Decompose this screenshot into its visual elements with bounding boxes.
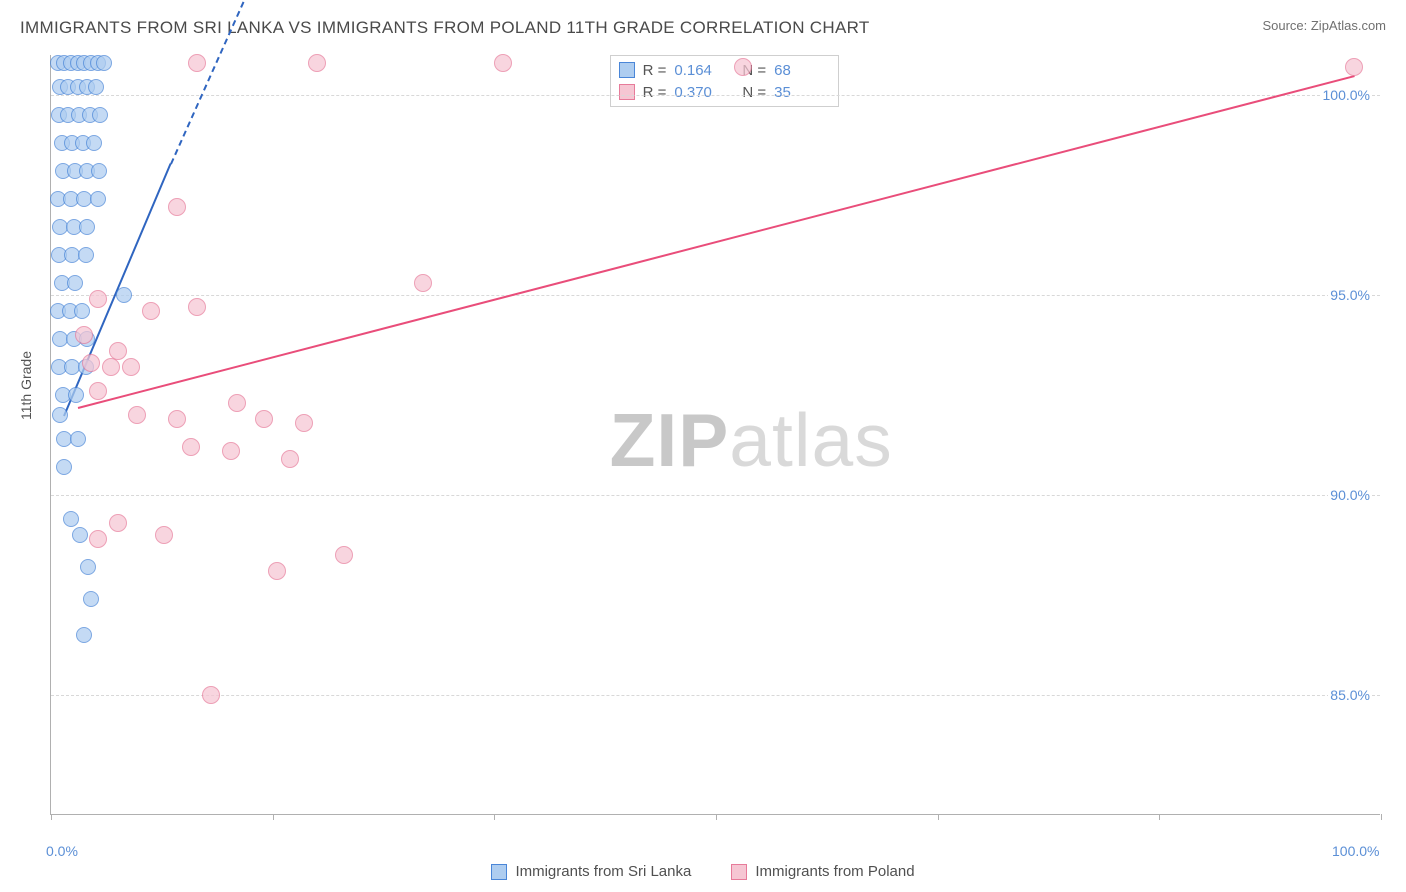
data-point [86, 135, 102, 151]
data-point [281, 450, 299, 468]
data-point [72, 527, 88, 543]
data-point [56, 459, 72, 475]
data-point [268, 562, 286, 580]
swatch-icon [619, 62, 635, 78]
chart-title: IMMIGRANTS FROM SRI LANKA VS IMMIGRANTS … [20, 18, 870, 38]
data-point [128, 406, 146, 424]
n-value: 68 [774, 62, 826, 79]
data-point [222, 442, 240, 460]
data-point [67, 275, 83, 291]
data-point [80, 559, 96, 575]
data-point [335, 546, 353, 564]
data-point [308, 54, 326, 72]
data-point [76, 627, 92, 643]
r-value: 0.370 [674, 84, 726, 101]
swatch-icon [731, 864, 747, 880]
y-tick-label: 95.0% [1328, 287, 1372, 303]
data-point [142, 302, 160, 320]
data-point [116, 287, 132, 303]
data-point [168, 410, 186, 428]
source-label: Source: ZipAtlas.com [1262, 18, 1386, 33]
data-point [734, 58, 752, 76]
y-axis-label: 11th Grade [18, 351, 34, 420]
n-value: 35 [774, 84, 826, 101]
data-point [228, 394, 246, 412]
x-axis-max-label: 100.0% [1332, 843, 1379, 859]
r-label: R = [643, 62, 667, 79]
data-point [295, 414, 313, 432]
correlation-legend: R = 0.164 N = 68 R = 0.370 N = 35 [610, 55, 840, 107]
x-axis-min-label: 0.0% [46, 843, 78, 859]
data-point [414, 274, 432, 292]
swatch-icon [491, 864, 507, 880]
data-point [63, 511, 79, 527]
legend-item-srilanka: Immigrants from Sri Lanka [491, 863, 691, 880]
data-point [89, 290, 107, 308]
data-point [78, 247, 94, 263]
data-point [188, 298, 206, 316]
data-point [90, 191, 106, 207]
data-point [89, 382, 107, 400]
legend-row: R =0.164N =68 [619, 59, 827, 81]
data-point [74, 303, 90, 319]
data-point [494, 54, 512, 72]
data-point [168, 198, 186, 216]
data-point [188, 54, 206, 72]
x-tick [494, 814, 495, 820]
x-tick [938, 814, 939, 820]
chart-plot-area: ZIPatlas R = 0.164 N = 68 R = 0.370 N = 35 85.0… [50, 55, 1380, 815]
x-tick [273, 814, 274, 820]
x-tick [51, 814, 52, 820]
watermark-bold: ZIP [610, 398, 730, 482]
data-point [70, 431, 86, 447]
y-tick-label: 90.0% [1328, 487, 1372, 503]
data-point [102, 358, 120, 376]
legend-label: Immigrants from Sri Lanka [515, 863, 691, 880]
trend-line [77, 75, 1354, 409]
data-point [79, 219, 95, 235]
gridline [51, 495, 1380, 496]
gridline [51, 695, 1380, 696]
data-point [109, 514, 127, 532]
data-point [92, 107, 108, 123]
n-label: N = [742, 84, 766, 101]
data-point [255, 410, 273, 428]
y-tick-label: 85.0% [1328, 687, 1372, 703]
r-label: R = [643, 84, 667, 101]
gridline [51, 95, 1380, 96]
x-tick [716, 814, 717, 820]
legend-label: Immigrants from Poland [755, 863, 914, 880]
data-point [83, 591, 99, 607]
swatch-icon [619, 84, 635, 100]
data-point [182, 438, 200, 456]
y-tick-label: 100.0% [1321, 87, 1372, 103]
data-point [155, 526, 173, 544]
legend-row: R = 0.370 N = 35 [619, 81, 827, 103]
data-point [52, 407, 68, 423]
legend-item-poland: Immigrants from Poland [731, 863, 914, 880]
r-value: 0.164 [674, 62, 726, 79]
data-point [68, 387, 84, 403]
data-point [89, 530, 107, 548]
data-point [91, 163, 107, 179]
x-tick [1381, 814, 1382, 820]
x-tick [1159, 814, 1160, 820]
data-point [122, 358, 140, 376]
data-point [88, 79, 104, 95]
watermark-thin: atlas [729, 398, 892, 482]
gridline [51, 295, 1380, 296]
data-point [202, 686, 220, 704]
data-point [82, 354, 100, 372]
series-legend: Immigrants from Sri Lanka Immigrants fro… [0, 863, 1406, 880]
data-point [96, 55, 112, 71]
watermark: ZIPatlas [610, 397, 893, 483]
data-point [1345, 58, 1363, 76]
